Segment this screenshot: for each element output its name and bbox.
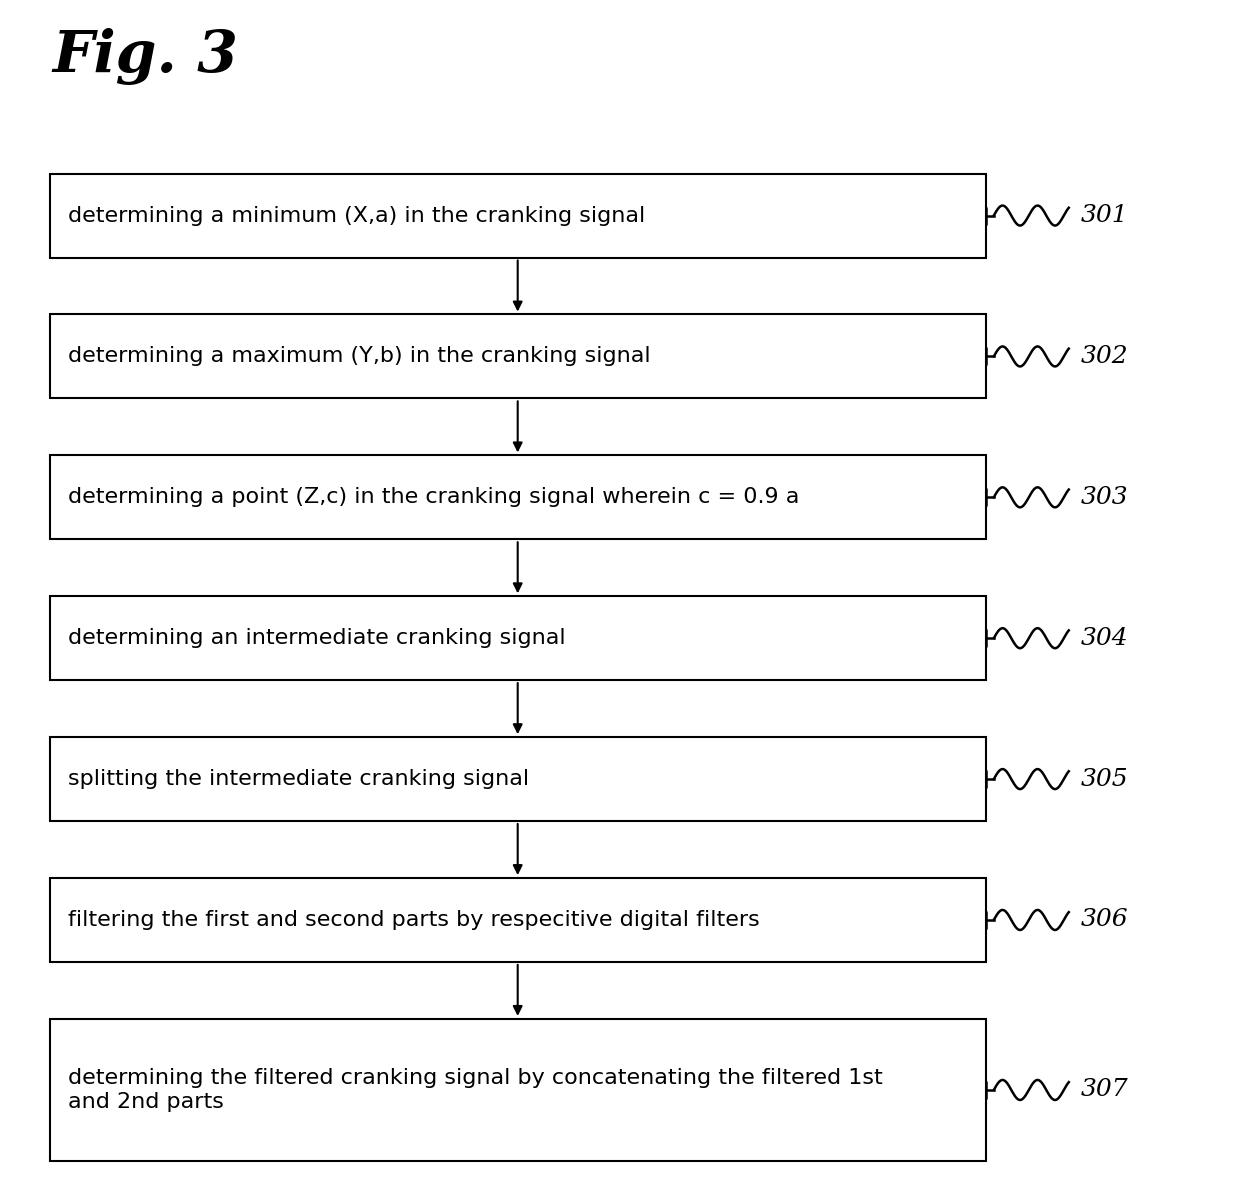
Text: determining a minimum (X,a) in the cranking signal: determining a minimum (X,a) in the crank… <box>68 206 645 225</box>
Text: 306: 306 <box>1081 909 1128 931</box>
Text: Fig. 3: Fig. 3 <box>52 28 238 85</box>
Text: filtering the first and second parts by respecitive digital filters: filtering the first and second parts by … <box>68 910 759 930</box>
FancyBboxPatch shape <box>50 737 986 821</box>
FancyBboxPatch shape <box>50 455 986 540</box>
Text: determining an intermediate cranking signal: determining an intermediate cranking sig… <box>68 628 565 649</box>
Text: 303: 303 <box>1081 486 1128 509</box>
Text: determining a maximum (Y,b) in the cranking signal: determining a maximum (Y,b) in the crank… <box>68 346 650 366</box>
Text: splitting the intermediate cranking signal: splitting the intermediate cranking sign… <box>68 770 528 789</box>
FancyBboxPatch shape <box>50 877 986 962</box>
Text: 307: 307 <box>1081 1078 1128 1101</box>
FancyBboxPatch shape <box>50 315 986 399</box>
FancyBboxPatch shape <box>50 174 986 257</box>
Text: determining the filtered cranking signal by concatenating the filtered 1st
and 2: determining the filtered cranking signal… <box>68 1069 883 1112</box>
Text: 305: 305 <box>1081 767 1128 790</box>
FancyBboxPatch shape <box>50 596 986 680</box>
FancyBboxPatch shape <box>50 1019 986 1161</box>
Text: determining a point (Z,c) in the cranking signal wherein c = 0.9 a: determining a point (Z,c) in the crankin… <box>68 487 799 508</box>
Text: 302: 302 <box>1081 345 1128 367</box>
Text: 301: 301 <box>1081 203 1128 227</box>
Text: 304: 304 <box>1081 627 1128 650</box>
